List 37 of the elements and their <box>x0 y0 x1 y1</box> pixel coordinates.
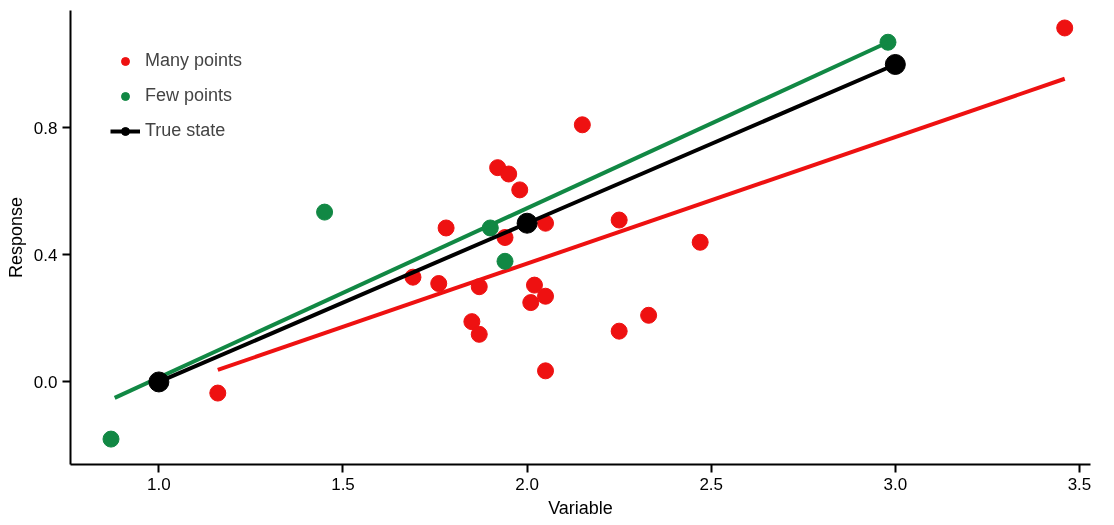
point <box>148 371 170 393</box>
point <box>525 276 543 294</box>
point <box>610 211 628 229</box>
x-tick-label: 1.0 <box>147 474 171 494</box>
point <box>573 116 591 134</box>
point <box>884 53 906 75</box>
point <box>537 287 555 305</box>
point <box>316 203 334 221</box>
point <box>1056 19 1074 37</box>
point <box>500 165 518 183</box>
x-tick-label: 3.5 <box>1067 474 1092 494</box>
x-tick-label: 1.5 <box>331 474 355 494</box>
y-axis-title: Response <box>5 196 26 279</box>
x-tick-label: 2.5 <box>699 474 724 494</box>
point <box>522 294 540 312</box>
point <box>209 384 227 402</box>
y-tick-label: 0.0 <box>33 372 58 392</box>
x-axis-title: Variable <box>548 497 613 518</box>
point <box>437 219 455 237</box>
x-tick-label: 3.0 <box>883 474 908 494</box>
point <box>511 181 529 199</box>
point <box>430 275 448 293</box>
point <box>610 322 628 340</box>
y-tick-label: 0.4 <box>33 245 58 265</box>
legend-label: Few points <box>145 85 233 106</box>
point <box>463 313 481 331</box>
point <box>640 306 658 324</box>
point <box>691 233 709 251</box>
point <box>496 252 514 270</box>
legend-label: Many points <box>145 50 243 71</box>
point <box>537 362 555 380</box>
point <box>102 430 120 448</box>
x-tick-label: 2.0 <box>515 474 539 494</box>
point <box>470 325 488 343</box>
legend-label: True state <box>145 120 226 141</box>
point <box>516 212 538 234</box>
y-tick-label: 0.8 <box>33 118 58 138</box>
